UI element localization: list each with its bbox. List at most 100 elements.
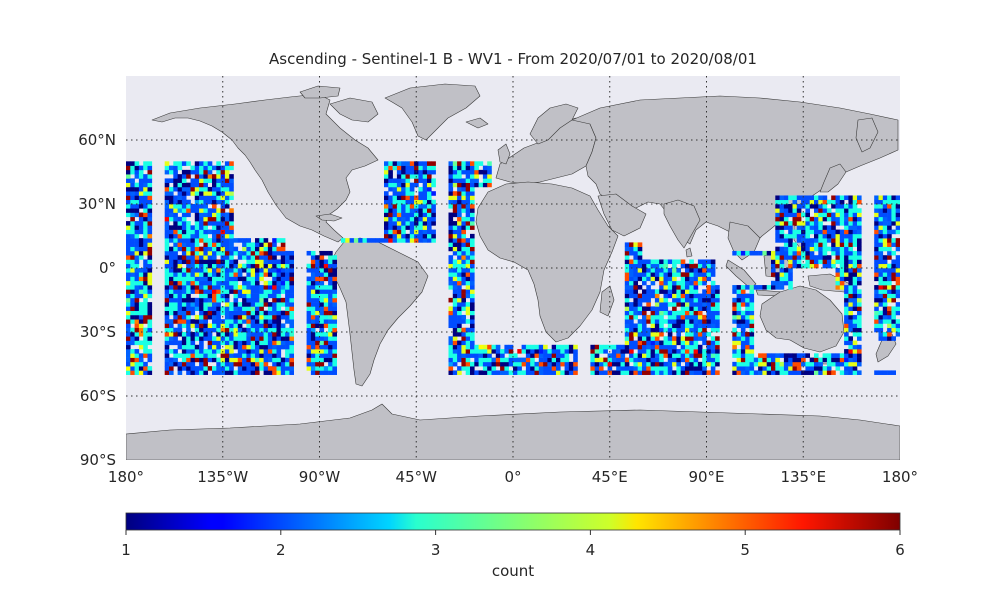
count-cell (259, 319, 264, 324)
count-cell (392, 178, 398, 183)
count-cell (878, 285, 884, 290)
count-cell (216, 221, 221, 226)
count-cell (852, 268, 858, 273)
count-cell (637, 297, 643, 303)
count-cell (323, 366, 329, 371)
count-cell (212, 238, 217, 243)
count-cell (852, 327, 858, 333)
count-cell (680, 259, 686, 265)
count-cell (310, 366, 316, 371)
count-cell (143, 174, 148, 179)
count-cell (199, 357, 204, 363)
count-cell (706, 332, 712, 337)
count-cell (637, 361, 643, 367)
count-cell (207, 302, 213, 307)
count-cell (594, 353, 600, 358)
count-cell (224, 165, 230, 171)
count-cell (783, 366, 789, 371)
count-cell (388, 161, 393, 166)
count-cell (229, 361, 234, 367)
count-cell (650, 310, 656, 316)
count-cell (229, 242, 234, 247)
count-cell (272, 310, 277, 316)
count-cell (470, 199, 475, 205)
count-cell (706, 361, 712, 367)
count-cell (887, 285, 892, 290)
count-cell (470, 327, 475, 333)
count-cell (697, 327, 703, 333)
count-cell (801, 195, 806, 201)
count-cell (207, 340, 213, 346)
count-cell (224, 216, 230, 222)
count-cell (169, 259, 174, 265)
count-cell (783, 221, 789, 226)
count-cell (237, 289, 243, 294)
count-cell (173, 255, 178, 260)
count-cell (508, 353, 514, 358)
count-cell (607, 366, 613, 371)
count-cell (667, 353, 673, 358)
count-cell (878, 242, 884, 247)
count-cell (697, 293, 703, 299)
count-cell (887, 242, 892, 247)
count-cell (487, 344, 492, 350)
count-cell (212, 289, 217, 294)
count-cell (857, 332, 862, 337)
count-cell (706, 314, 712, 320)
count-cell (465, 259, 471, 265)
count-cell (250, 246, 256, 252)
count-cell (878, 289, 884, 294)
count-cell (470, 332, 475, 337)
count-cell (250, 336, 256, 341)
count-cell (405, 216, 411, 222)
count-cell (315, 353, 320, 358)
count-cell (276, 272, 282, 277)
count-cell (826, 353, 832, 358)
count-cell (650, 353, 656, 358)
count-cell (310, 353, 316, 358)
count-cell (190, 297, 196, 303)
count-cell (147, 182, 153, 188)
count-cell (560, 344, 565, 350)
count-cell (388, 208, 393, 213)
count-cell (852, 255, 858, 260)
count-cell (878, 225, 884, 230)
count-cell (143, 276, 148, 282)
count-cell (573, 370, 578, 375)
count-cell (405, 195, 411, 201)
count-cell (732, 344, 737, 350)
count-cell (190, 229, 196, 235)
count-cell (220, 310, 226, 316)
count-cell (470, 208, 475, 213)
count-cell (126, 238, 131, 243)
count-cell (418, 208, 423, 213)
count-cell (663, 344, 669, 350)
count-cell (616, 357, 621, 363)
count-cell (702, 361, 707, 367)
count-cell (646, 302, 651, 307)
count-cell (306, 250, 312, 256)
count-cell (224, 289, 230, 294)
count-cell (169, 357, 174, 363)
count-cell (702, 276, 707, 282)
count-cell (771, 263, 776, 269)
count-cell (212, 208, 217, 213)
count-cell (852, 323, 858, 329)
count-cell (715, 314, 720, 320)
count-cell (405, 169, 411, 175)
count-cell (599, 349, 604, 354)
count-cell (422, 165, 428, 171)
count-cell (267, 349, 273, 354)
count-cell (177, 276, 183, 282)
count-cell (667, 259, 673, 265)
count-cell (405, 178, 411, 183)
count-cell (203, 212, 208, 218)
count-cell (319, 272, 325, 277)
count-cell (126, 225, 131, 230)
count-cell (181, 229, 187, 235)
count-cell (831, 225, 836, 230)
count-cell (216, 285, 221, 290)
count-cell (263, 332, 269, 337)
count-cell (796, 246, 802, 252)
count-cell (414, 182, 419, 188)
